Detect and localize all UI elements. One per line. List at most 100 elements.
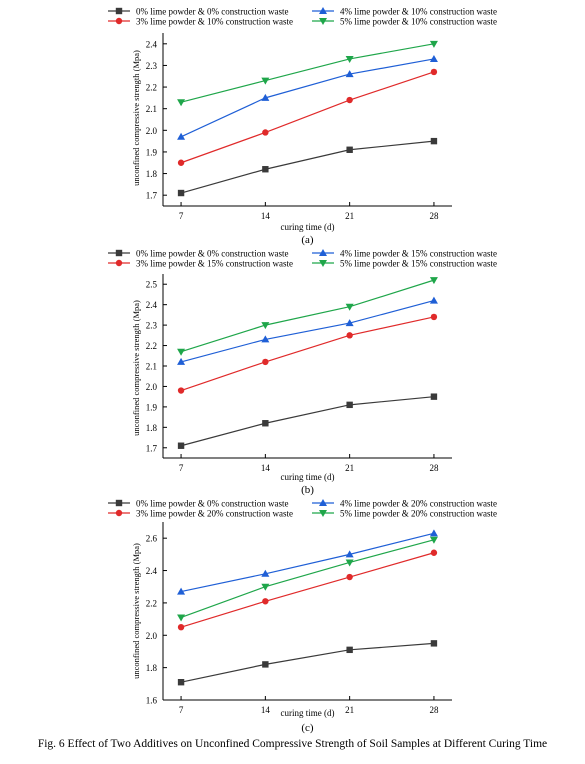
data-point (345, 319, 354, 327)
legend-swatch-marker (115, 249, 123, 257)
data-point (430, 393, 438, 400)
legend-label: 5% lime powder & 10% construction waste (340, 17, 497, 27)
legend-label: 3% lime powder & 20% construction waste (136, 509, 293, 519)
legend-label: 4% lime powder & 20% construction waste (340, 499, 497, 509)
series-line (180, 71, 435, 164)
legend-label: 4% lime powder & 15% construction waste (340, 249, 497, 259)
data-point (177, 587, 186, 595)
y-axis-label: unconfined compressive strength (Mpa) (131, 543, 141, 679)
data-point (262, 661, 269, 668)
legend-swatch-marker (319, 510, 327, 517)
data-point (430, 640, 438, 647)
y-tick-label: 2.4 (146, 566, 158, 576)
data-point (262, 166, 269, 173)
data-point (429, 277, 438, 285)
x-tick-label: 21 (345, 211, 354, 221)
data-point (430, 549, 438, 556)
y-tick-label: 1.7 (146, 443, 158, 453)
y-tick-label: 2.4 (146, 300, 158, 310)
legend-swatch-marker (115, 499, 123, 507)
y-tick-label: 2.5 (146, 280, 158, 290)
panel-label: (b) (301, 484, 314, 496)
chart-panel-c: 1.6 1.8 2.0 2.2 2.4 2.6 7 14 21 28 curing time (d)… (108, 499, 497, 734)
legend-swatch-marker (115, 7, 123, 15)
y-axis-label: unconfined compressive strength (Mpa) (131, 50, 141, 186)
legend-swatch-marker (115, 17, 123, 25)
x-tick-label: 28 (429, 705, 439, 715)
data-point (177, 348, 186, 356)
series-line (180, 299, 435, 363)
x-tick-label: 7 (179, 705, 184, 715)
chart-panel-a: 1.7 1.8 1.9 2.0 2.1 2.2 2.3 2.4 7 14 21 28 curing ti… (108, 7, 497, 246)
data-point (177, 189, 185, 197)
data-point (177, 614, 186, 622)
data-point (346, 96, 353, 104)
data-point (345, 550, 354, 558)
x-tick-label: 14 (261, 705, 271, 715)
data-point (346, 646, 353, 654)
data-point (429, 40, 438, 48)
y-tick-label: 2.6 (146, 534, 158, 544)
legend-label: 5% lime powder & 20% construction waste (340, 509, 497, 519)
legend-swatch-marker (115, 509, 123, 517)
data-point (430, 313, 438, 321)
data-point (430, 137, 438, 145)
data-point (429, 54, 438, 62)
x-axis-label: curing time (d) (281, 708, 335, 718)
data-point (346, 401, 353, 409)
legend-swatch-marker (319, 249, 327, 256)
series-line (180, 58, 435, 138)
data-point (177, 623, 185, 631)
series-line (180, 43, 435, 103)
legend-label: 3% lime powder & 10% construction waste (136, 17, 293, 27)
chart-panel-b: 1.7 1.8 1.9 2.0 2.1 2.2 2.3 2.4 2.5 7 14 21 28 curing… (108, 249, 497, 496)
data-point (177, 357, 186, 365)
x-tick-label: 14 (261, 211, 271, 221)
x-axis-label: curing time (d) (281, 472, 335, 482)
data-point (345, 303, 354, 311)
y-tick-label: 2.2 (146, 83, 157, 93)
y-tick-label: 1.8 (146, 423, 158, 433)
y-tick-label: 1.6 (146, 696, 158, 706)
x-tick-label: 14 (261, 463, 271, 473)
data-point (429, 536, 438, 544)
legend-swatch-marker (319, 18, 327, 25)
series-line (180, 552, 435, 628)
data-point (177, 387, 185, 394)
panel-label: (c) (301, 722, 314, 734)
y-tick-label: 2.4 (146, 39, 158, 49)
y-tick-label: 2.2 (146, 598, 157, 608)
data-point (346, 573, 353, 581)
data-point (177, 132, 186, 140)
legend-swatch-marker (319, 7, 327, 14)
y-tick-label: 2.1 (146, 362, 157, 372)
series-line (180, 539, 435, 619)
data-point (430, 68, 438, 76)
legend-label: 5% lime powder & 15% construction waste (340, 259, 497, 269)
x-tick-label: 7 (179, 211, 184, 221)
y-tick-label: 1.9 (146, 402, 158, 412)
y-axis-label: unconfined compressive strength (Mpa) (131, 300, 141, 436)
legend-label: 0% lime powder & 0% construction waste (136, 499, 288, 509)
y-tick-label: 2.3 (146, 321, 158, 331)
series-line (180, 532, 435, 593)
x-tick-label: 7 (179, 463, 184, 473)
data-point (346, 146, 353, 153)
data-point (261, 335, 270, 343)
data-point (177, 99, 186, 107)
series-line (180, 140, 434, 194)
data-point (262, 420, 269, 427)
y-tick-label: 2.2 (146, 341, 157, 351)
legend-label: 4% lime powder & 10% construction waste (340, 7, 497, 17)
y-tick-label: 2.1 (146, 104, 157, 114)
data-point (345, 55, 354, 63)
y-tick-label: 1.8 (146, 169, 158, 179)
series-line (180, 396, 434, 447)
legend-swatch-marker (319, 499, 327, 506)
y-tick-label: 2.0 (146, 382, 158, 392)
panel-label: (a) (301, 234, 314, 246)
data-point (346, 332, 353, 339)
data-point (177, 442, 185, 449)
y-tick-label: 1.7 (146, 191, 158, 201)
